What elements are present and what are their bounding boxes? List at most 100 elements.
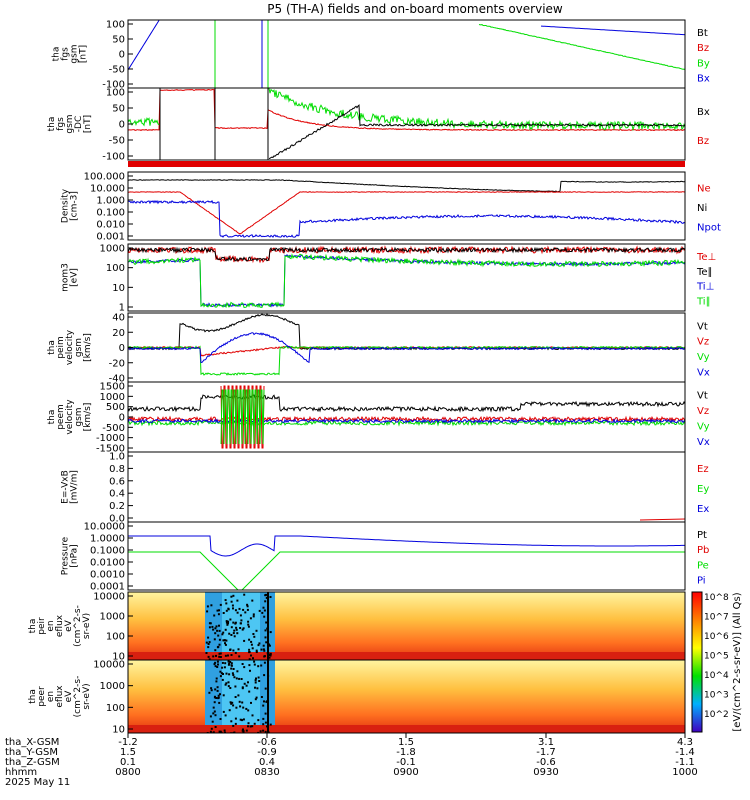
panel-plot-area bbox=[128, 179, 685, 238]
spectrogram-speckle bbox=[224, 714, 227, 717]
spectrogram-speckle bbox=[245, 707, 248, 710]
spectrogram-speckle bbox=[263, 700, 265, 703]
spectrogram-speckle bbox=[269, 654, 272, 657]
y-tick-label: 0.0010 bbox=[90, 570, 125, 581]
spectrogram-speckle bbox=[219, 603, 222, 606]
y-tick-label: 1.000 bbox=[96, 196, 125, 207]
y-tick-label: 10 bbox=[112, 725, 125, 736]
spectrogram-speckle bbox=[219, 693, 221, 696]
spectrogram-speckle bbox=[268, 654, 271, 656]
x-axis-row-value: -1.8 bbox=[396, 747, 416, 758]
panel-plot-area bbox=[128, 313, 685, 376]
spectrogram-speckle bbox=[257, 644, 260, 647]
spectrogram-speckle bbox=[217, 634, 220, 637]
spectrogram-speckle bbox=[247, 620, 250, 623]
legend-entry: Ey bbox=[697, 484, 709, 495]
y-tick-label: 0.8 bbox=[109, 464, 125, 475]
spectrogram-speckle bbox=[218, 643, 221, 646]
y-tick-label: 0 bbox=[119, 343, 125, 354]
y-axis-label-line: velocity bbox=[65, 329, 75, 365]
spectrogram-speckle bbox=[230, 654, 233, 656]
spectrogram-speckle bbox=[229, 687, 232, 689]
spectrogram-speckle bbox=[240, 619, 243, 622]
spectrogram-speckle bbox=[228, 632, 231, 635]
spectrogram-speckle bbox=[214, 661, 217, 664]
legend-entry: Ne bbox=[697, 184, 711, 195]
legend-entry: Vz bbox=[697, 406, 709, 417]
y-axis-label-line: velocity bbox=[65, 399, 75, 435]
legend-entry: Pt bbox=[697, 530, 707, 541]
spectrogram-speckle bbox=[264, 636, 267, 639]
spectrogram-speckle bbox=[227, 620, 230, 623]
y-tick-label: 0.6 bbox=[109, 476, 125, 487]
spectrogram-speckle bbox=[238, 677, 241, 680]
y-tick-label: 0 bbox=[119, 413, 125, 424]
spectrogram-speckle bbox=[233, 635, 236, 638]
spectrogram-speckle bbox=[229, 701, 232, 704]
spectrogram-speckle bbox=[257, 665, 260, 668]
spectrogram-speckle bbox=[217, 645, 220, 648]
spectrogram-speckle bbox=[263, 615, 266, 618]
y-axis-label-line: mom3 bbox=[61, 263, 71, 292]
spectrogram-speckle bbox=[241, 628, 244, 631]
spectrogram-speckle bbox=[219, 675, 222, 678]
spectrogram-speckle bbox=[254, 686, 256, 689]
legend-entry: Te⊥ bbox=[696, 252, 716, 263]
spectrogram-speckle bbox=[249, 617, 252, 620]
y-tick-label: 10000 bbox=[93, 660, 125, 671]
spectrogram-speckle bbox=[232, 607, 234, 610]
spectrogram-speckle bbox=[234, 621, 237, 624]
y-tick-label: 10 bbox=[112, 652, 125, 663]
spectrogram-speckle bbox=[234, 685, 237, 688]
spectrogram-speckle bbox=[225, 609, 228, 612]
spectrogram-speckle bbox=[234, 717, 237, 720]
legend-entry: Vx bbox=[697, 367, 710, 378]
y-tick-label: 0 bbox=[119, 120, 125, 131]
spectrogram-speckle bbox=[260, 696, 263, 698]
spectrogram-speckle bbox=[223, 666, 226, 669]
panel-plot-area bbox=[128, 20, 685, 88]
spectrogram-speckle bbox=[229, 618, 232, 621]
spectrogram-speckle bbox=[222, 673, 224, 675]
spectrogram-speckle bbox=[218, 652, 221, 655]
x-axis-row-value: 4.3 bbox=[677, 737, 693, 748]
y-tick-label: -50 bbox=[109, 65, 125, 76]
series-bx bbox=[128, 20, 160, 71]
y-axis-label-line: [km/s] bbox=[83, 403, 93, 432]
spectrogram-speckle bbox=[230, 662, 233, 665]
y-axis-label-line: tha bbox=[47, 410, 57, 425]
spectrogram-speckle bbox=[239, 614, 242, 617]
spectrogram-speckle bbox=[265, 621, 268, 624]
spectrogram-speckle bbox=[215, 677, 218, 680]
spectrogram-speckle bbox=[224, 628, 227, 631]
spectrogram-core-region bbox=[222, 660, 260, 733]
spectrogram-speckle bbox=[248, 638, 251, 641]
y-tick-label: 0.2 bbox=[109, 501, 125, 512]
y-tick-label: -1000 bbox=[96, 433, 125, 444]
spectrogram-speckle bbox=[247, 681, 249, 684]
colorbar-tick-label: 10^5 bbox=[704, 652, 729, 662]
spectrogram-speckle bbox=[219, 652, 222, 655]
spectrogram-speckle bbox=[247, 722, 250, 725]
y-tick-label: 100 bbox=[106, 703, 125, 714]
spectrogram-speckle bbox=[221, 633, 224, 636]
y-axis-label-line: (cm^2-s- bbox=[73, 605, 83, 647]
series-tepar bbox=[128, 246, 685, 262]
spectrogram-speckle bbox=[246, 603, 249, 606]
y-tick-label: 50 bbox=[112, 35, 125, 46]
spectrogram-speckle bbox=[225, 672, 228, 675]
x-axis-row-value: 0.4 bbox=[259, 757, 275, 768]
spectrogram-speckle bbox=[223, 729, 226, 732]
y-tick-label: 100 bbox=[106, 263, 125, 274]
spectrogram-speckle bbox=[217, 694, 220, 697]
y-axis-label-line: gsm bbox=[74, 338, 84, 357]
spectrogram-speckle bbox=[206, 610, 209, 613]
spectrogram-speckle bbox=[262, 729, 265, 732]
spectrogram-speckle bbox=[216, 686, 219, 689]
spectrogram-speckle bbox=[218, 624, 220, 627]
x-axis-row-value: 1.5 bbox=[120, 747, 136, 758]
y-axis-label-line: peim bbox=[56, 336, 66, 359]
